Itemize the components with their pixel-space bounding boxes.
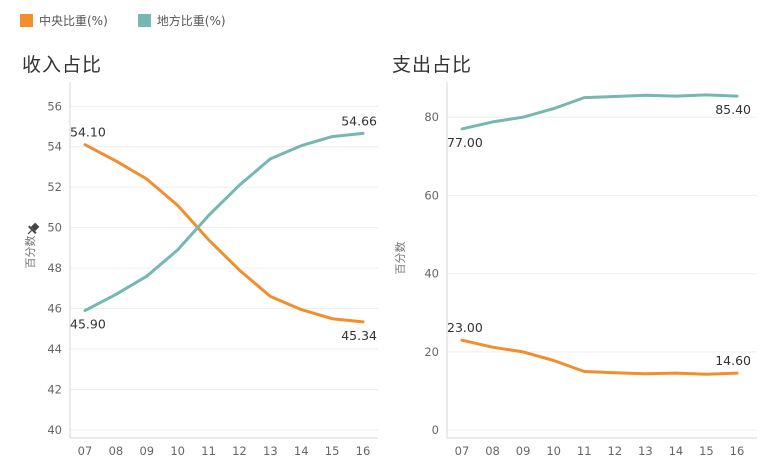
y-tick-label: 20: [424, 345, 439, 359]
data-label: 45.90: [70, 317, 106, 332]
data-label: 14.60: [715, 353, 751, 368]
legend-item-central[interactable]: 中央比重(%): [20, 12, 108, 29]
y-tick-label: 54: [47, 140, 62, 154]
data-label: 23.00: [447, 320, 483, 335]
y-tick-label: 56: [47, 99, 62, 113]
x-tick-label: 16: [356, 444, 371, 458]
y-tick-label: 46: [47, 302, 62, 316]
x-tick-label: 14: [294, 444, 309, 458]
y-tick-label: 60: [424, 188, 439, 202]
data-label: 54.10: [70, 125, 106, 140]
x-tick-label: 07: [78, 444, 93, 458]
chart-title-revenue: 收入占比: [22, 54, 103, 76]
x-tick-label: 15: [699, 444, 714, 458]
y-axis-label: 百分数: [24, 236, 37, 269]
data-label: 85.40: [715, 102, 751, 117]
series-line-central[interactable]: [460, 338, 739, 376]
x-tick-label: 10: [546, 444, 561, 458]
y-tick-label: 44: [47, 342, 62, 356]
x-tick-label: 13: [638, 444, 653, 458]
pin-icon[interactable]: [25, 221, 41, 237]
x-tick-label: 11: [201, 444, 216, 458]
chart-panel-0: 40 42 44 46 48 50 52 54 56 07 08 09 10 11 12 13 14 15 16 百分…: [24, 82, 378, 458]
x-tick-label: 14: [669, 444, 684, 458]
data-label: 54.66: [341, 113, 377, 128]
y-tick-label: 48: [47, 261, 62, 275]
x-tick-label: 09: [139, 444, 154, 458]
y-tick-label: 40: [424, 267, 439, 281]
series-line-local[interactable]: [83, 131, 365, 313]
x-tick-label: 13: [263, 444, 278, 458]
x-tick-label: 15: [325, 444, 340, 458]
x-tick-label: 12: [232, 444, 247, 458]
series-line-central[interactable]: [83, 143, 365, 324]
y-tick-label: 52: [47, 180, 62, 194]
series-line-local[interactable]: [460, 93, 739, 131]
y-tick-label: 80: [424, 110, 439, 124]
x-tick-label: 12: [607, 444, 622, 458]
data-label: 45.34: [341, 328, 377, 343]
x-tick-label: 08: [109, 444, 124, 458]
y-tick-label: 50: [47, 221, 62, 235]
chart-title-expenditure: 支出占比: [392, 54, 473, 76]
y-tick-label: 42: [47, 382, 62, 396]
x-tick-label: 08: [485, 444, 500, 458]
legend-label-local: 地方比重(%): [156, 14, 226, 28]
x-tick-label: 10: [170, 444, 185, 458]
y-tick-label: 0: [432, 423, 439, 437]
y-axis-label: 百分数: [394, 242, 407, 275]
legend-swatch-local: [137, 14, 151, 27]
legend-item-local[interactable]: 地方比重(%): [137, 12, 226, 29]
x-tick-label: 09: [516, 444, 531, 458]
x-tick-label: 07: [455, 444, 470, 458]
data-label: 77.00: [447, 135, 483, 150]
x-tick-label: 11: [577, 444, 592, 458]
legend-label-central: 中央比重(%): [39, 14, 108, 28]
y-tick-label: 40: [47, 423, 62, 437]
legend: 中央比重(%) 地方比重(%): [20, 12, 226, 29]
legend-swatch-central: [20, 14, 33, 27]
chart-panel-1: 0 20 40 60 80 07 08 09 10 11 12 13 14 15 16 百分数 23.00 14.…: [394, 82, 757, 458]
x-tick-label: 16: [730, 444, 745, 458]
